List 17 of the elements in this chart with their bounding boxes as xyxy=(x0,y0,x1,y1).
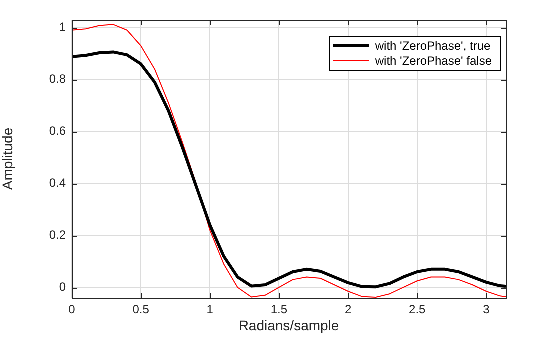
legend-label: with 'ZeroPhase', true xyxy=(374,38,491,53)
x-tick-label: 2.5 xyxy=(409,302,426,317)
legend-label: with 'ZeroPhase' false xyxy=(374,54,492,68)
x-tick-label: 0 xyxy=(68,302,76,317)
x-tick-label: 1.5 xyxy=(270,302,288,317)
x-tick-label: 0.5 xyxy=(132,302,150,317)
x-tick-label: 1 xyxy=(206,302,214,317)
y-axis-title: Amplitude xyxy=(0,128,16,190)
x-tick-label: 2 xyxy=(344,302,352,317)
y-tick-label: 0.6 xyxy=(49,124,66,138)
y-tick-label: 0 xyxy=(59,280,66,294)
y-tick-label: 0.2 xyxy=(49,228,66,242)
x-axis-title: Radians/sample xyxy=(238,317,340,334)
x-tick-label: 3 xyxy=(483,302,490,317)
y-tick-label: 1 xyxy=(59,20,66,34)
y-tick-label: 0.4 xyxy=(49,176,66,190)
y-tick-label: 0.8 xyxy=(49,72,66,86)
